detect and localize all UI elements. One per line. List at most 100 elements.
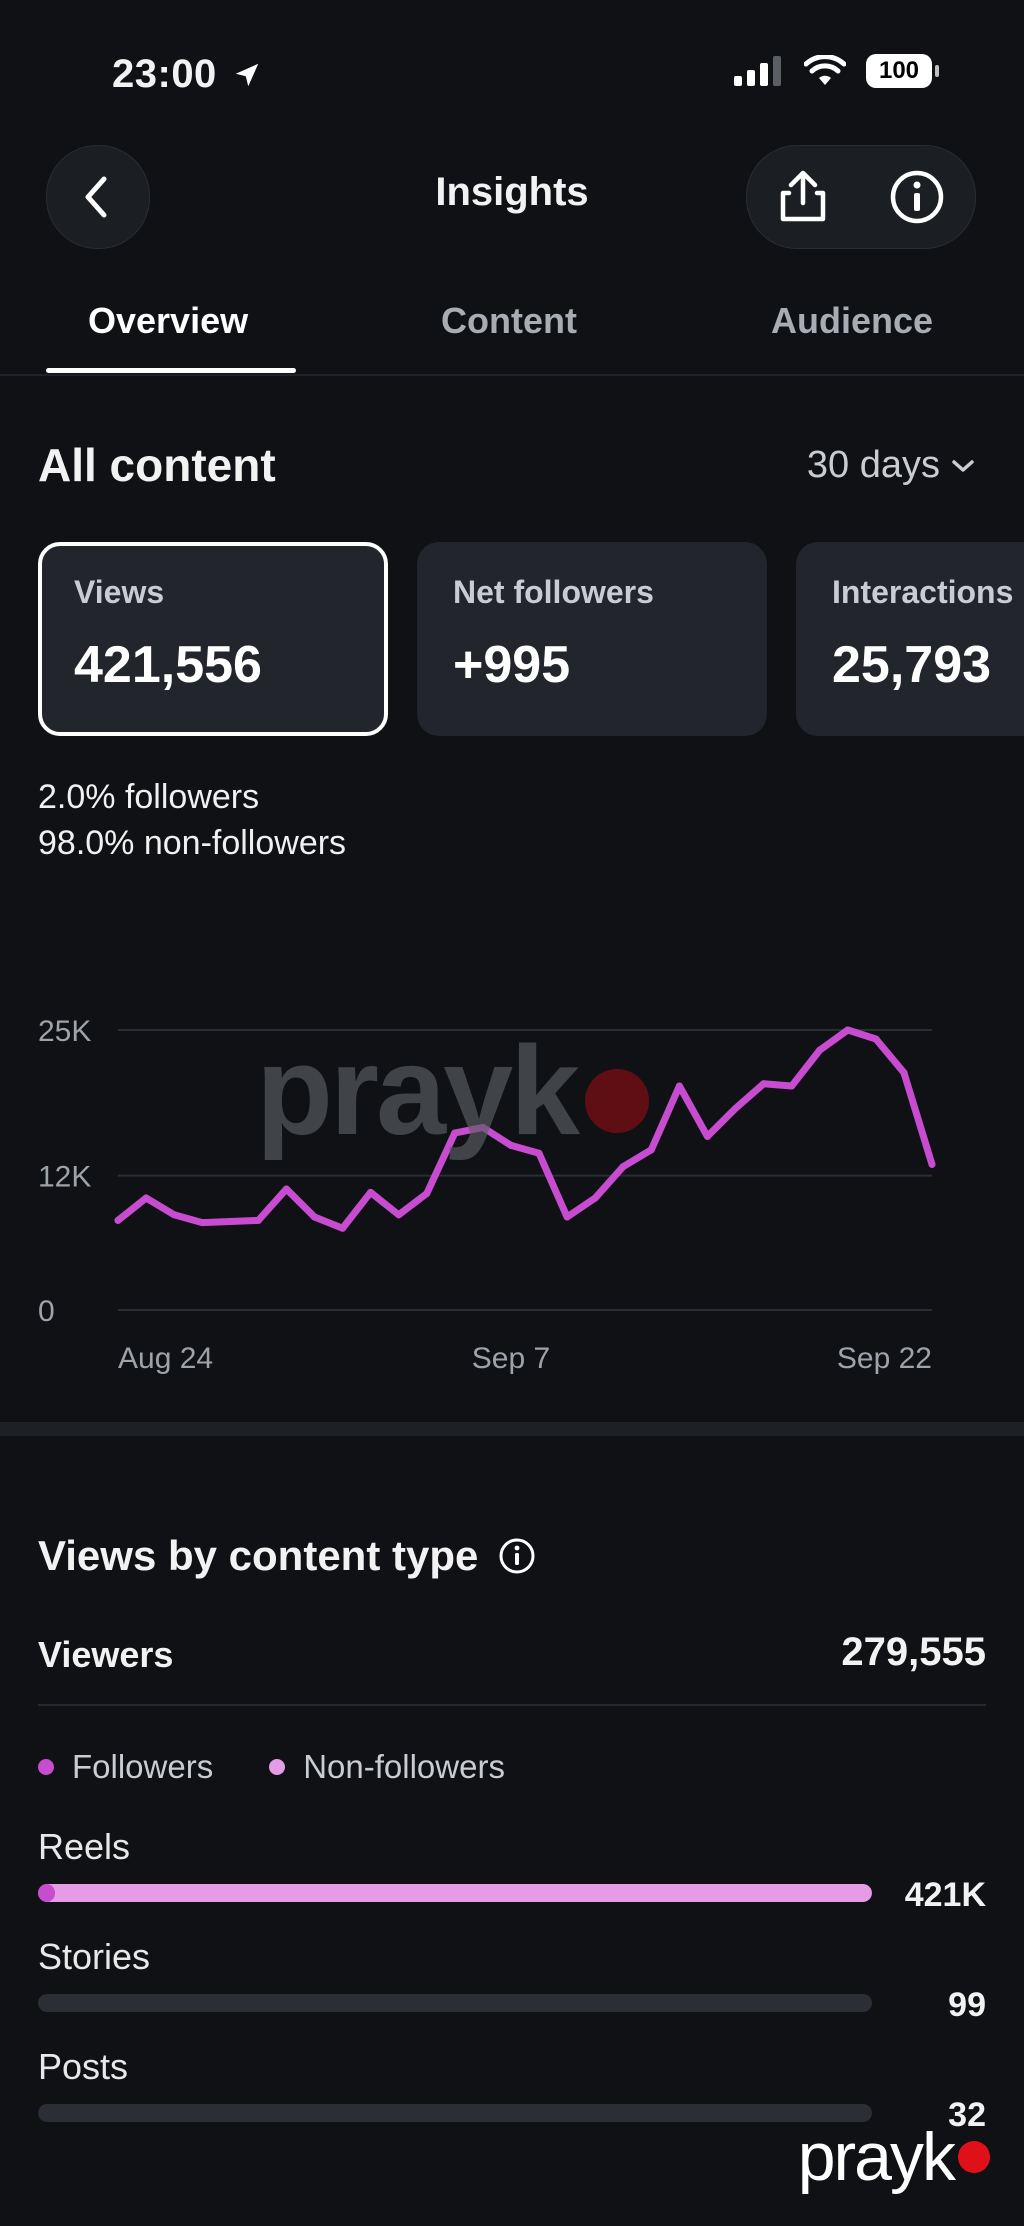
data-point xyxy=(395,1211,403,1219)
status-time-text: 23:00 xyxy=(112,52,217,96)
watermark-corner: prayk xyxy=(798,2118,990,2196)
info-icon[interactable] xyxy=(498,1537,536,1575)
metric-card-views[interactable]: Views 421,556 xyxy=(38,542,388,736)
content-type-legend: Followers Non-followers xyxy=(38,1748,505,1786)
data-point xyxy=(675,1082,683,1090)
row-label-posts: Posts xyxy=(38,2046,129,2087)
data-point xyxy=(310,1213,318,1221)
section-divider xyxy=(0,1422,1024,1436)
tab-overview[interactable]: Overview xyxy=(88,300,249,341)
share-button[interactable] xyxy=(777,169,829,225)
bar-non-followers-fill xyxy=(38,1884,872,1902)
watermark-corner-dot-icon xyxy=(958,2141,990,2173)
battery-indicator: 100 xyxy=(866,54,939,88)
data-point xyxy=(423,1190,431,1198)
section-title: All content xyxy=(38,439,276,491)
data-point xyxy=(788,1082,796,1090)
wifi-icon xyxy=(804,55,846,85)
data-point xyxy=(254,1216,262,1224)
bar-reels xyxy=(38,1884,872,1902)
content-type-title: Views by content type xyxy=(38,1532,536,1580)
bar-followers-fill xyxy=(38,1884,55,1902)
followers-share: 2.0% followers xyxy=(38,778,260,816)
date-range-label: 30 days xyxy=(806,444,940,486)
followers-dot-icon xyxy=(38,1759,54,1775)
watermark-corner-text: prayk xyxy=(797,2119,956,2195)
data-point xyxy=(226,1218,234,1226)
watermark-center-text: prayk xyxy=(256,1020,580,1161)
views-line-chart: 25K 12K 0 Aug 24 Sep 7 Sep 22 xyxy=(0,990,1024,1390)
views-chart-svg: 25K 12K 0 Aug 24 Sep 7 Sep 22 xyxy=(38,1015,936,1375)
viewers-label: Viewers xyxy=(38,1634,174,1675)
audience-split: 2.0% followers 98.0% non-followers xyxy=(38,774,346,866)
non-followers-share: 98.0% non-followers xyxy=(38,824,347,862)
data-point xyxy=(507,1141,515,1149)
metric-label: Net followers xyxy=(453,574,654,610)
info-icon xyxy=(890,170,944,224)
data-point xyxy=(451,1129,459,1137)
y-tick-label: 25K xyxy=(38,1015,91,1048)
data-point xyxy=(535,1149,543,1157)
chevron-left-icon xyxy=(85,176,107,218)
data-point xyxy=(479,1123,487,1131)
status-time: 23:00 xyxy=(112,52,262,97)
status-icons: 100 xyxy=(734,54,939,88)
row-value-reels: 421K xyxy=(904,1876,986,1914)
data-point xyxy=(647,1146,655,1154)
bar-stories xyxy=(38,1994,872,2012)
data-point xyxy=(844,1026,852,1034)
watermark-dot-icon xyxy=(585,1068,650,1133)
metric-card-interactions[interactable]: Interactions 25,793 xyxy=(796,542,1024,736)
row-value-stories: 99 xyxy=(948,1986,986,2024)
data-point xyxy=(142,1194,150,1202)
row-value-posts: 32 xyxy=(948,2096,986,2134)
data-point xyxy=(900,1069,908,1077)
legend-followers: Followers xyxy=(38,1748,213,1786)
non-followers-dot-icon xyxy=(269,1759,286,1775)
data-point xyxy=(339,1224,347,1232)
data-point xyxy=(198,1219,206,1227)
data-point xyxy=(563,1213,571,1221)
data-point xyxy=(816,1046,824,1054)
date-range-dropdown[interactable]: 30 days xyxy=(807,444,976,487)
chevron-down-icon xyxy=(952,459,974,472)
divider xyxy=(38,1704,986,1706)
data-point xyxy=(170,1211,178,1219)
back-button[interactable] xyxy=(46,145,150,249)
data-point xyxy=(282,1185,290,1193)
legend-non-followers: Non-followers xyxy=(269,1748,505,1786)
y-tick-label: 0 xyxy=(38,1295,55,1328)
share-icon xyxy=(780,170,826,222)
data-point xyxy=(928,1160,936,1168)
data-point xyxy=(619,1163,627,1171)
legend-label: Followers xyxy=(72,1748,214,1785)
legend-label: Non-followers xyxy=(303,1748,505,1785)
location-arrow-icon xyxy=(236,63,259,87)
tab-audience[interactable]: Audience xyxy=(771,300,934,341)
active-tab-indicator xyxy=(46,368,296,373)
row-label-reels: Reels xyxy=(38,1826,131,1867)
page-title: Insights xyxy=(435,170,589,214)
x-tick-label: Sep 22 xyxy=(837,1342,932,1375)
battery-level: 100 xyxy=(878,57,920,84)
data-point xyxy=(732,1104,740,1112)
tab-bar: Overview Content Audience xyxy=(0,300,1024,376)
metric-card-net-followers[interactable]: Net followers +995 xyxy=(417,542,767,736)
bar-posts xyxy=(38,2104,872,2122)
data-point xyxy=(703,1132,711,1140)
x-tick-label: Sep 7 xyxy=(472,1342,550,1375)
info-button[interactable] xyxy=(889,169,945,225)
metric-value: 421,556 xyxy=(74,636,262,694)
row-label-stories: Stories xyxy=(38,1936,151,1977)
signal-icon xyxy=(734,56,781,86)
views-series-line xyxy=(114,1026,936,1232)
data-point xyxy=(872,1035,880,1043)
tab-content[interactable]: Content xyxy=(441,300,577,341)
y-tick-label: 12K xyxy=(38,1161,91,1194)
metric-value: 25,793 xyxy=(832,636,992,694)
metric-value: +995 xyxy=(453,636,571,694)
metric-label: Views xyxy=(74,574,165,610)
data-point xyxy=(591,1194,599,1202)
data-point xyxy=(760,1080,768,1088)
header-actions xyxy=(746,145,976,249)
